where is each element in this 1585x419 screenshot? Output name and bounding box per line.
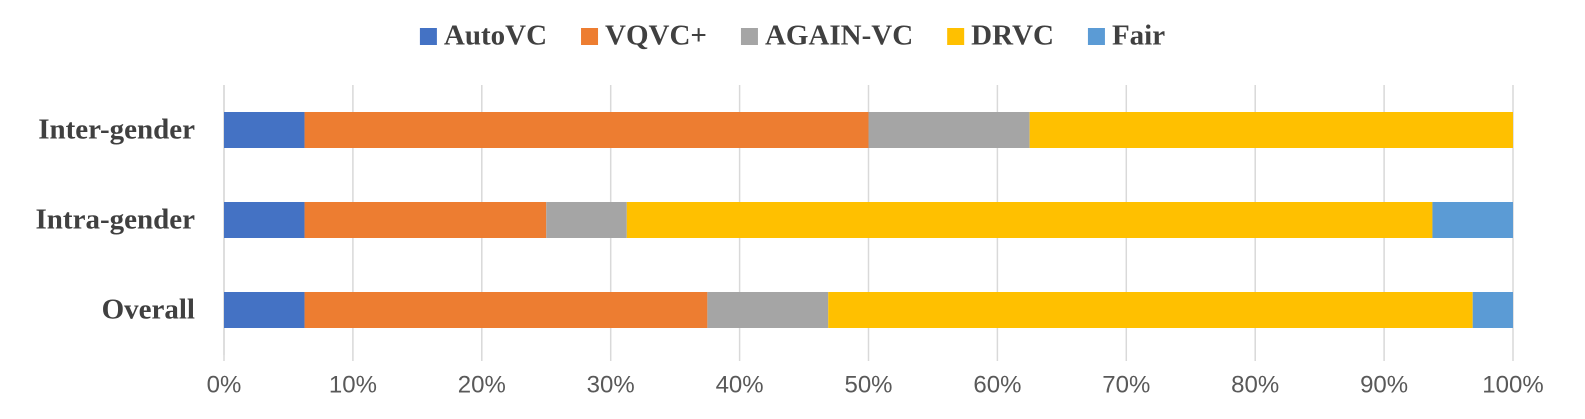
x-tick-label: 60% bbox=[973, 371, 1021, 398]
bar-segment bbox=[1029, 112, 1513, 148]
legend-label: AutoVC bbox=[444, 20, 547, 52]
legend-swatch bbox=[740, 28, 758, 45]
y-tick-label: Inter-gender bbox=[38, 114, 195, 146]
y-tick-label: Overall bbox=[102, 294, 195, 326]
legend: AutoVC VQVC+ AGAIN-VC DRVC Fair bbox=[419, 20, 1165, 52]
bar-segment bbox=[868, 112, 1030, 148]
bar-segment bbox=[707, 292, 829, 328]
x-tick-label: 90% bbox=[1360, 371, 1408, 398]
legend-label: Fair bbox=[1112, 20, 1165, 52]
x-tick-label: 80% bbox=[1231, 371, 1279, 398]
bar-segment bbox=[1472, 292, 1513, 328]
bar-segment bbox=[304, 112, 869, 148]
bar-segment bbox=[828, 292, 1473, 328]
bar-segment bbox=[224, 202, 305, 238]
x-tick-label: 100% bbox=[1482, 371, 1543, 398]
y-tick-label: Intra-gender bbox=[36, 204, 196, 236]
legend-swatch bbox=[947, 28, 965, 45]
x-tick-label: 70% bbox=[1102, 371, 1150, 398]
x-tick-label: 40% bbox=[716, 371, 764, 398]
bar-segment bbox=[626, 202, 1433, 238]
x-tick-label: 0% bbox=[207, 371, 242, 398]
bar-segment bbox=[304, 202, 547, 238]
x-tick-label: 20% bbox=[458, 371, 506, 398]
bar-segment bbox=[546, 202, 627, 238]
bar-segment bbox=[224, 292, 305, 328]
x-tick-label: 10% bbox=[329, 371, 377, 398]
legend-swatch bbox=[581, 28, 599, 45]
legend-swatch bbox=[419, 28, 437, 45]
bar-segment bbox=[304, 292, 708, 328]
x-tick-label: 50% bbox=[844, 371, 892, 398]
x-tick-label: 30% bbox=[587, 371, 635, 398]
legend-label: VQVC+ bbox=[605, 20, 707, 52]
legend-label: DRVC bbox=[971, 20, 1054, 52]
legend-label: AGAIN-VC bbox=[765, 20, 913, 52]
legend-swatch bbox=[1087, 28, 1105, 45]
bar-segment bbox=[1432, 202, 1513, 238]
bar-segment bbox=[224, 112, 305, 148]
